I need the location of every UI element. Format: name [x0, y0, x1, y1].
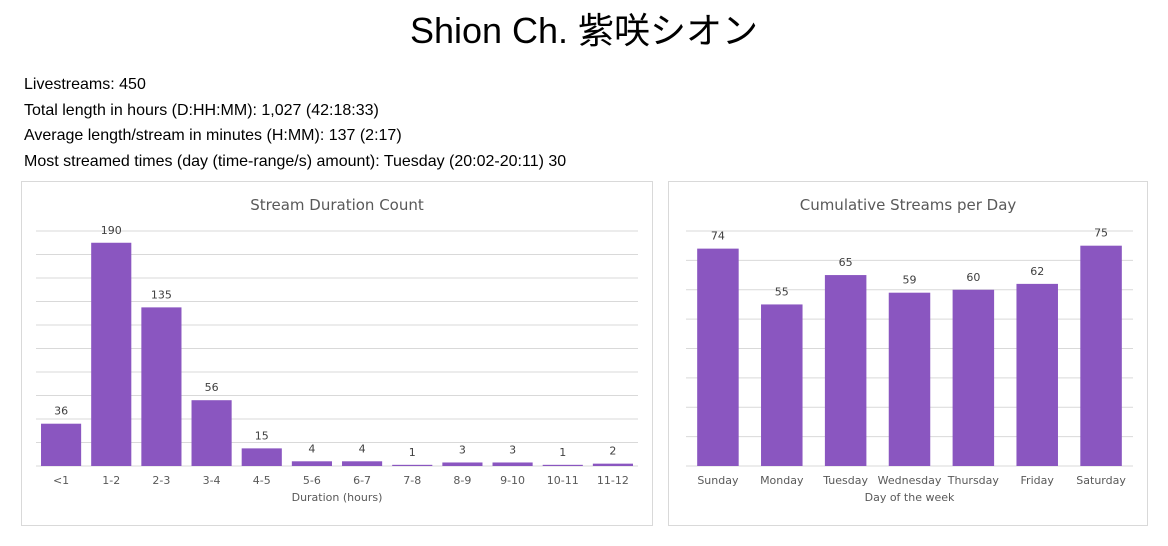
data-label: 1: [559, 446, 566, 459]
data-label: 3: [459, 443, 466, 456]
data-label: 4: [308, 442, 315, 455]
bar-Wednesday: [888, 292, 931, 466]
x-tick-label: <1: [53, 474, 69, 487]
data-label: 135: [151, 288, 172, 301]
x-tick-label: Saturday: [1076, 474, 1126, 487]
x-tick-label: Thursday: [947, 474, 1000, 487]
stat-livestreams: Livestreams: 450: [24, 76, 146, 93]
bar-4-5: [241, 448, 282, 466]
data-label: 60: [966, 271, 980, 284]
bar-Thursday: [952, 289, 995, 466]
days-chart: Cumulative Streams per Day 74 Sunday 55 Mond…: [686, 196, 1133, 504]
data-label: 15: [255, 429, 269, 442]
data-label: 75: [1094, 227, 1108, 240]
bar-8-9: [442, 462, 483, 466]
x-tick-label: 9-10: [500, 474, 525, 487]
x-axis-label: Duration (hours): [292, 491, 383, 504]
x-tick-label: Tuesday: [822, 474, 868, 487]
x-tick-label: 6-7: [353, 474, 371, 487]
data-label: 74: [711, 230, 725, 243]
x-tick-label: Friday: [1021, 474, 1055, 487]
stat-total-length: Total length in hours (D:HH:MM): 1,027 (…: [24, 101, 379, 119]
bar-Sunday: [697, 248, 739, 466]
data-label: 190: [101, 224, 122, 237]
data-label: 4: [359, 442, 366, 455]
stat-average-length: Average length/stream in minutes (H:MM):…: [24, 127, 402, 144]
data-label: 3: [509, 443, 516, 456]
x-tick-label: Wednesday: [878, 474, 942, 487]
x-tick-label: 5-6: [303, 474, 321, 487]
x-tick-label: 2-3: [152, 474, 170, 487]
bar-1-2: [91, 242, 132, 466]
bar-5-6: [291, 461, 332, 466]
days-chart-panel: Cumulative Streams per Day 74 Sunday 55 Mond…: [668, 181, 1148, 526]
bar-9-10: [492, 462, 533, 466]
bar-10-11: [542, 464, 583, 466]
data-label: 56: [205, 381, 219, 394]
x-tick-label: 11-12: [597, 474, 629, 487]
x-tick-label: 8-9: [453, 474, 471, 487]
data-label: 55: [775, 285, 789, 298]
bar-Friday: [1016, 283, 1058, 466]
chart-title: Cumulative Streams per Day: [800, 196, 1017, 214]
page-title: Shion Ch. 紫咲シオン: [409, 10, 759, 51]
data-label: 62: [1030, 265, 1044, 278]
bar-7-8: [392, 464, 433, 466]
data-label: 59: [903, 274, 917, 287]
stats-block: Livestreams: 450 Total length in hours (…: [24, 72, 566, 174]
bar-<1: [41, 423, 82, 466]
x-tick-label: 3-4: [203, 474, 221, 487]
bar-3-4: [191, 400, 232, 466]
duration-chart: Stream Duration Count 36 <1 190 1-2 135 2-3 56 3…: [36, 196, 638, 504]
x-tick-label: 7-8: [403, 474, 421, 487]
bar-Tuesday: [824, 275, 867, 466]
chart-title: Stream Duration Count: [250, 196, 424, 214]
x-tick-label: 4-5: [253, 474, 271, 487]
data-label: 36: [54, 405, 68, 418]
data-label: 2: [609, 445, 616, 458]
x-tick-label: 10-11: [547, 474, 579, 487]
x-tick-label: Sunday: [697, 474, 739, 487]
bar-2-3: [141, 307, 182, 466]
bar-Saturday: [1080, 245, 1122, 466]
duration-chart-panel: Stream Duration Count 36 <1 190 1-2 135 2-3 56 3…: [21, 181, 653, 526]
bar-6-7: [342, 461, 383, 466]
x-tick-label: 1-2: [102, 474, 120, 487]
stat-most-streamed-times: Most streamed times (day (time-range/s) …: [24, 152, 567, 170]
x-tick-label: Monday: [760, 474, 804, 487]
bar-11-12: [592, 463, 633, 466]
bar-Monday: [761, 304, 803, 466]
data-label: 65: [839, 256, 853, 269]
data-label: 1: [409, 446, 416, 459]
x-axis-label: Day of the week: [865, 491, 955, 504]
